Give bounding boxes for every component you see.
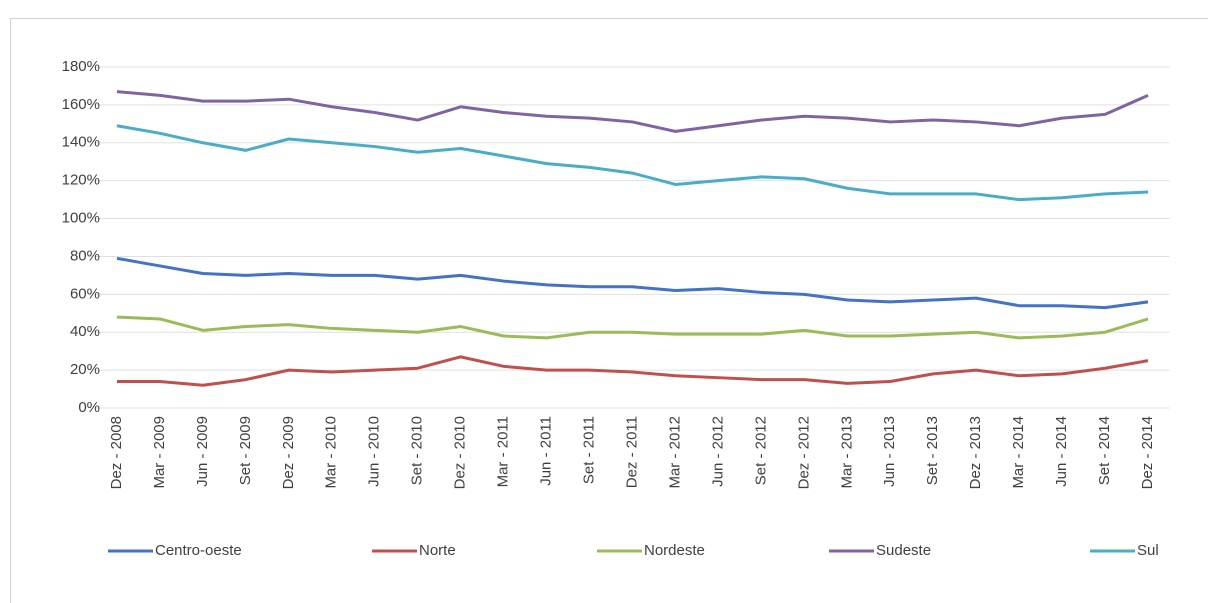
x-tick-label: Set - 2010: [409, 416, 426, 485]
y-tick-label: 180%: [62, 58, 100, 75]
y-tick-label: 160%: [62, 96, 100, 113]
y-tick-label: 0%: [78, 399, 100, 416]
x-tick-label: Jun - 2012: [709, 416, 726, 487]
series-line: [116, 90, 1149, 133]
x-tick-label: Dez - 2009: [280, 416, 297, 489]
x-tick-label: Jun - 2011: [538, 416, 555, 486]
x-tick-label: Dez - 2012: [795, 416, 812, 489]
legend-label: Sul: [1137, 542, 1159, 559]
x-tick-label: Jun - 2013: [881, 416, 898, 487]
y-tick-label: 80%: [70, 247, 100, 264]
x-tick-label: Mar - 2014: [1010, 416, 1027, 489]
x-tick-label: Jun - 2014: [1053, 416, 1070, 487]
x-tick-label: Jun - 2010: [366, 416, 383, 487]
chart-frame: [10, 18, 1208, 603]
legend-label: Norte: [419, 542, 456, 559]
x-tick-label: Dez - 2010: [452, 416, 469, 489]
legend-label: Sudeste: [876, 542, 931, 559]
y-tick-label: 60%: [70, 285, 100, 302]
series-line: [116, 315, 1149, 340]
x-tick-label: Dez - 2013: [967, 416, 984, 489]
x-tick-label: Set - 2009: [237, 416, 254, 485]
legend-label: Centro-oeste: [155, 542, 242, 559]
y-tick-label: 100%: [62, 210, 100, 227]
x-tick-label: Mar - 2011: [495, 416, 512, 487]
legend-label: Nordeste: [644, 542, 705, 559]
x-tick-label: Dez - 2011: [623, 416, 640, 488]
x-tick-label: Set - 2011: [581, 416, 598, 484]
x-tick-label: Mar - 2010: [323, 416, 340, 489]
x-tick-label: Dez - 2014: [1139, 416, 1156, 489]
x-tick-label: Mar - 2009: [151, 416, 168, 489]
x-tick-label: Mar - 2013: [838, 416, 855, 489]
x-tick-label: Set - 2014: [1096, 416, 1113, 485]
x-tick-label: Jun - 2009: [194, 416, 211, 487]
series-line: [116, 355, 1149, 387]
x-tick-label: Set - 2013: [924, 416, 941, 485]
y-tick-label: 40%: [70, 323, 100, 340]
x-tick-label: Dez - 2008: [108, 416, 125, 489]
series-line: [116, 256, 1149, 310]
series-line: [116, 124, 1149, 202]
y-tick-label: 140%: [62, 134, 100, 151]
x-tick-label: Mar - 2012: [666, 416, 683, 489]
y-tick-label: 20%: [70, 361, 100, 378]
x-tick-label: Set - 2012: [752, 416, 769, 485]
y-tick-label: 120%: [62, 172, 100, 189]
